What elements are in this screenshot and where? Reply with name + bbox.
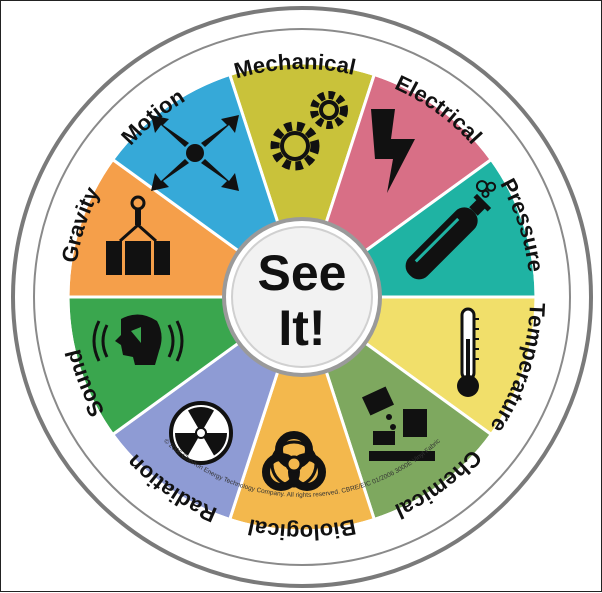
motion-arrows-icon <box>151 115 239 191</box>
hanging-load-icon <box>106 195 170 275</box>
center-line-2: It! <box>278 300 325 356</box>
head-sound-waves-icon <box>92 314 184 365</box>
gears-icon <box>270 91 348 171</box>
center-inner <box>231 226 373 368</box>
radiation-trefoil-icon <box>169 401 233 465</box>
biohazard-icon <box>262 431 326 491</box>
wedge-outline <box>66 61 538 533</box>
chemical-corrosive-icon <box>361 386 435 461</box>
center-line-1: See <box>258 245 347 301</box>
lightning-bolt-icon <box>371 109 415 193</box>
thermometer-icon <box>457 307 479 397</box>
